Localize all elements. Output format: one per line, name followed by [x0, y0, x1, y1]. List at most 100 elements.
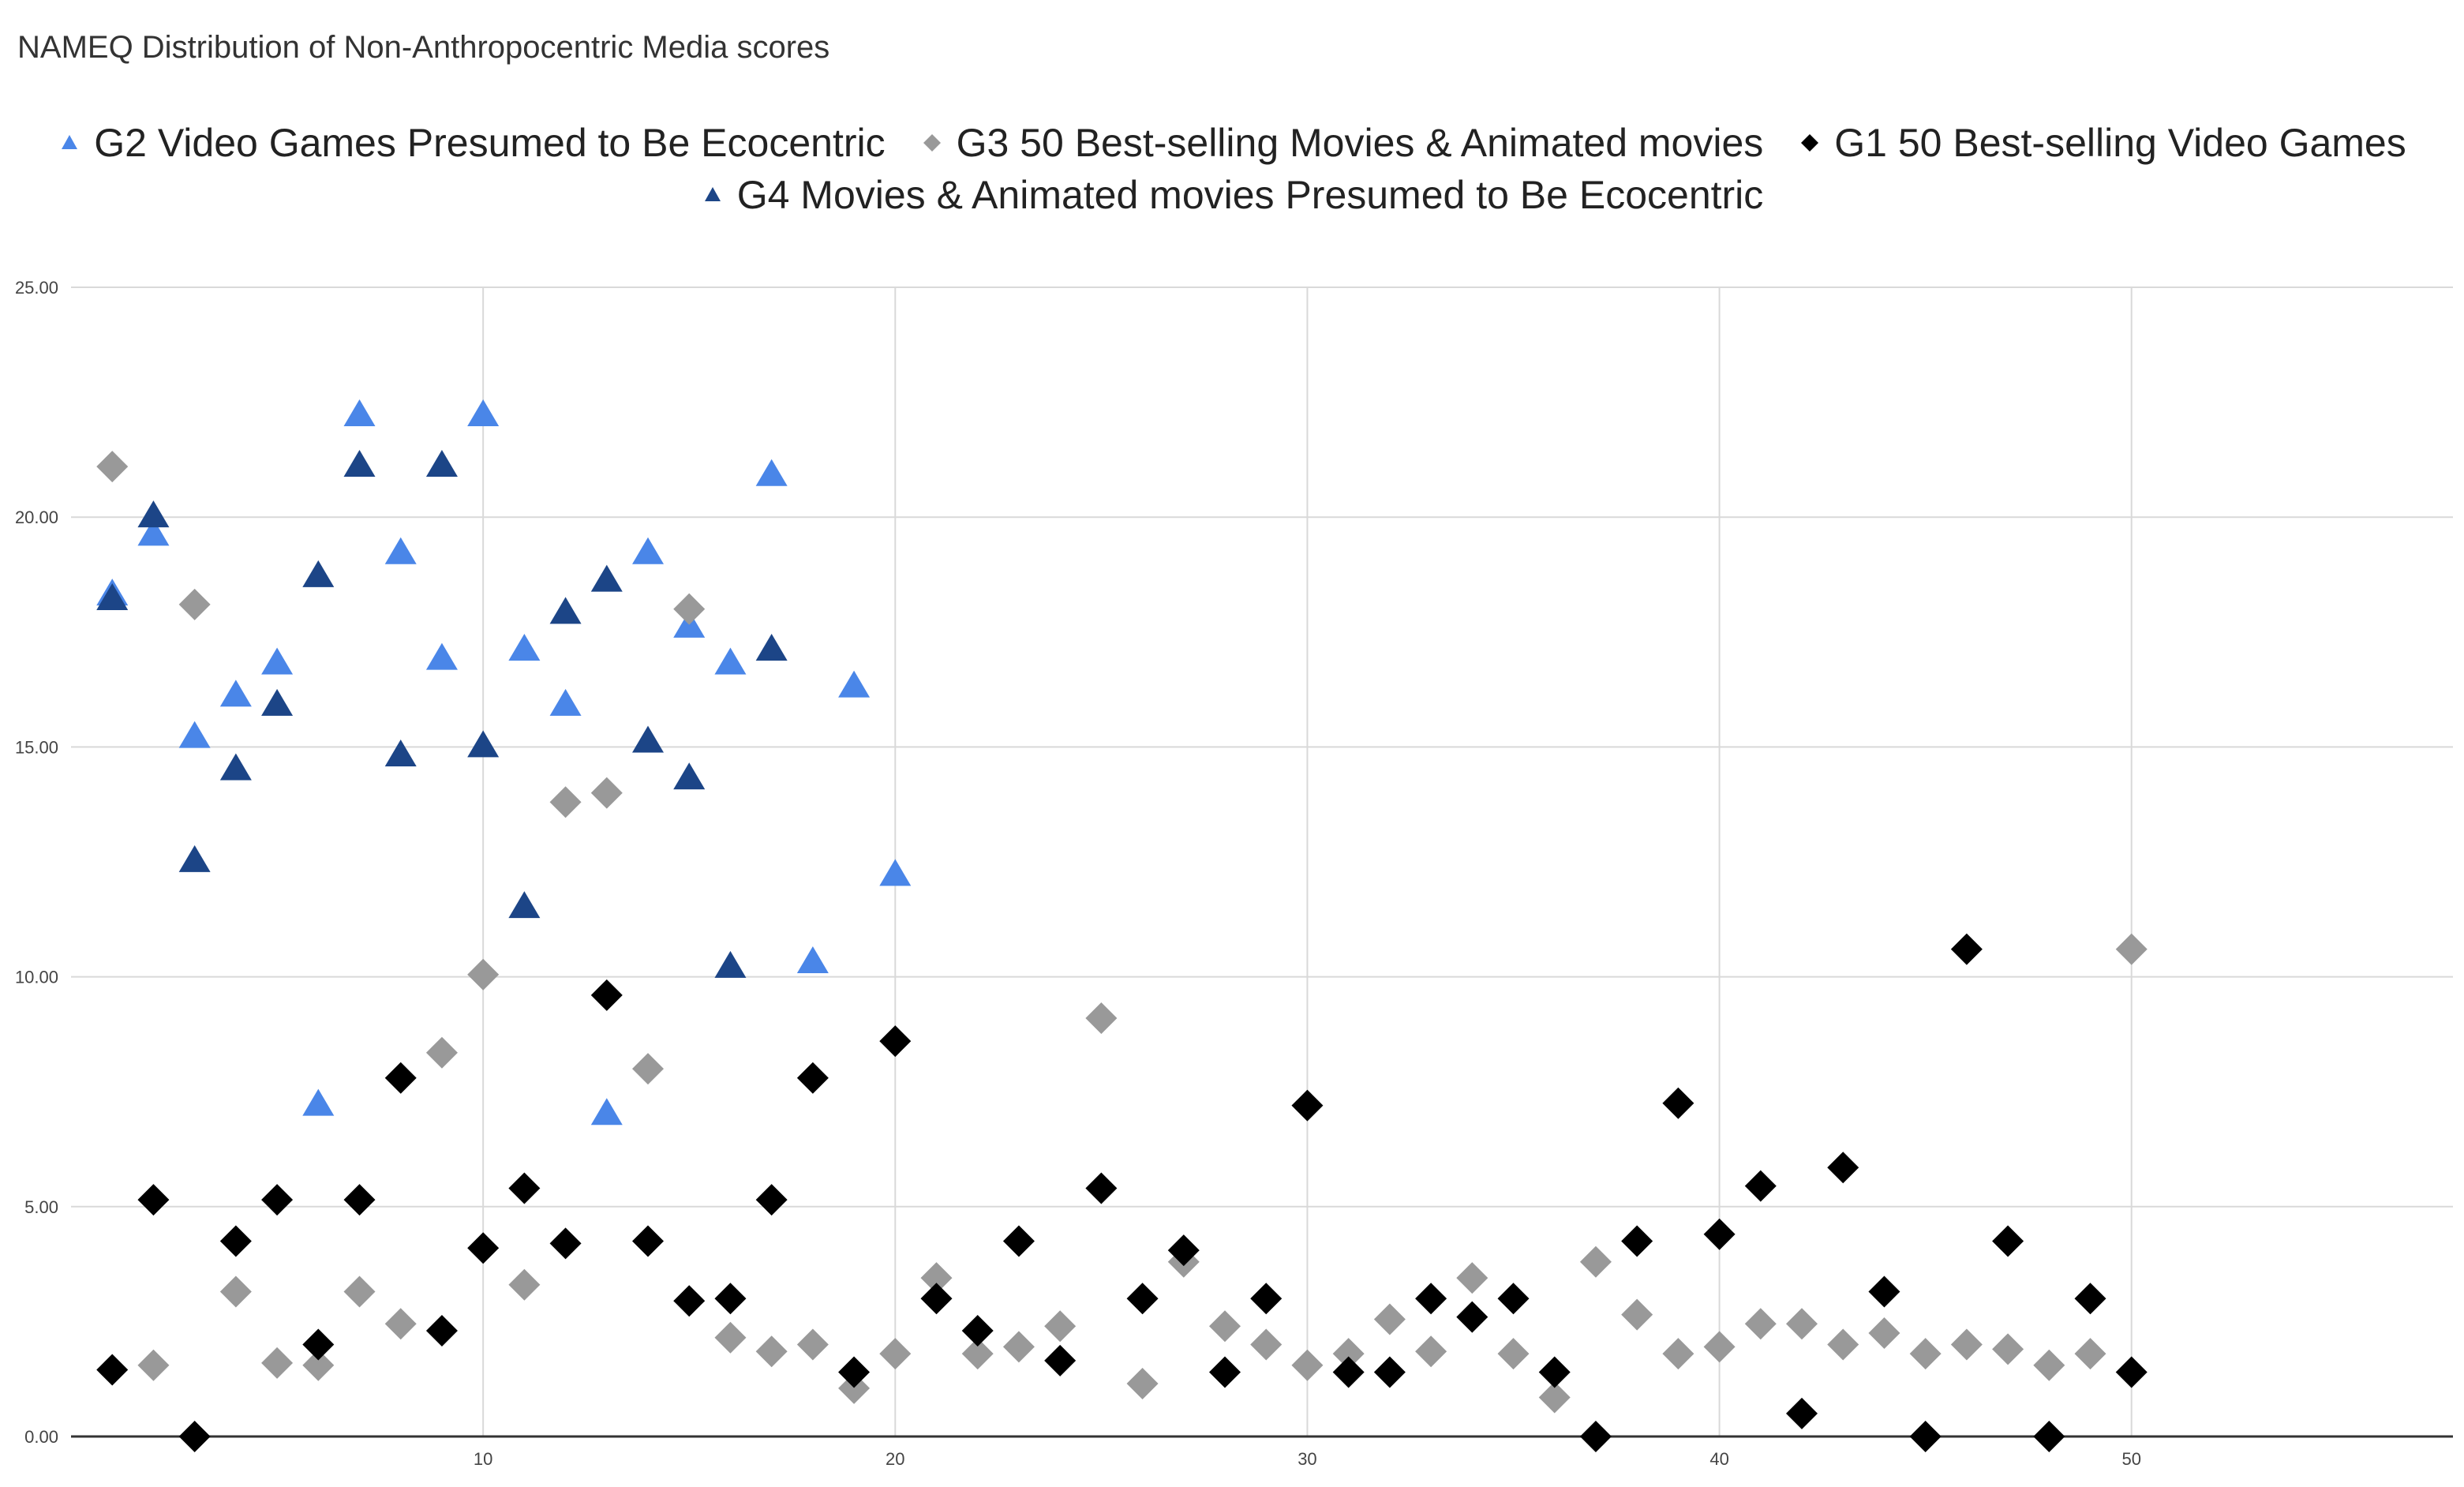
diamond-marker-icon: [920, 131, 944, 155]
data-point-diamond: [2033, 1421, 2065, 1452]
data-point-triangle: [879, 859, 912, 886]
data-point-diamond: [1703, 1218, 1736, 1250]
data-point-triangle: [467, 399, 500, 426]
legend-row-1: G2 Video Games Presumed to Be Ecocentric…: [0, 117, 2464, 169]
data-point-diamond: [796, 1328, 829, 1361]
series-4: [96, 450, 788, 978]
data-point-triangle: [549, 688, 582, 716]
data-point-diamond: [219, 1275, 252, 1308]
data-point-diamond: [838, 1372, 871, 1404]
data-point-diamond: [1085, 1002, 1118, 1035]
data-point-diamond: [1044, 1344, 1077, 1377]
data-point-diamond: [2033, 1349, 2065, 1381]
data-point-diamond: [2074, 1283, 2106, 1315]
data-point-diamond: [1126, 1368, 1159, 1400]
data-point-triangle: [219, 680, 252, 707]
data-point-triangle: [137, 519, 170, 546]
data-point-diamond: [2074, 1338, 2106, 1370]
series-3: [96, 933, 2148, 1452]
data-point-diamond: [1373, 1356, 1406, 1388]
y-tick-label: 10.00: [15, 968, 58, 987]
legend-item-g1[interactable]: G1 50 Best-selling Video Games: [1798, 120, 2406, 166]
chart-title: NAMEQ Distribution of Non-Anthropocentri…: [17, 30, 830, 65]
data-point-diamond: [384, 1308, 417, 1340]
data-point-diamond: [673, 1285, 706, 1317]
data-point-diamond: [1167, 1234, 1200, 1267]
data-point-diamond: [1992, 1225, 2024, 1257]
data-point-diamond: [1538, 1356, 1571, 1388]
data-point-diamond: [1415, 1335, 1447, 1368]
data-point-diamond: [343, 1184, 376, 1216]
data-point-diamond: [425, 1036, 458, 1069]
data-point-triangle: [384, 537, 417, 564]
data-point-triangle: [673, 762, 706, 790]
data-point-triangle: [467, 730, 500, 758]
data-point-diamond: [590, 979, 623, 1011]
data-point-diamond: [1621, 1225, 1653, 1257]
data-point-diamond: [508, 1268, 541, 1301]
data-point-diamond: [1209, 1356, 1241, 1388]
data-point-diamond: [590, 777, 623, 809]
data-point-diamond: [1662, 1087, 1694, 1119]
data-point-diamond: [178, 588, 211, 620]
data-point-triangle: [384, 739, 417, 766]
data-point-diamond: [302, 1349, 335, 1381]
data-point-triangle: [96, 582, 129, 610]
data-point-diamond: [1950, 1328, 1983, 1361]
legend-label-g4: G4 Movies & Animated movies Presumed to …: [736, 173, 1764, 217]
data-point-diamond: [1786, 1308, 1818, 1340]
data-point-diamond: [755, 1184, 788, 1216]
data-point-diamond: [1579, 1245, 1612, 1278]
data-point-triangle: [302, 1088, 335, 1116]
data-point-triangle: [302, 560, 335, 587]
data-point-diamond: [1621, 1298, 1653, 1331]
legend-item-g2[interactable]: G2 Video Games Presumed to Be Ecocentric: [58, 120, 886, 166]
data-point-diamond: [1209, 1310, 1241, 1343]
legend-label-g2: G2 Video Games Presumed to Be Ecocentric: [94, 121, 886, 165]
data-point-diamond: [1909, 1421, 1942, 1452]
data-point-diamond: [1002, 1331, 1035, 1363]
data-point-diamond: [2115, 933, 2148, 965]
data-marks: [96, 399, 2148, 1452]
data-point-triangle: [137, 500, 170, 528]
data-point-triangle: [632, 537, 665, 564]
triangle-marker-icon: [701, 183, 725, 207]
data-point-triangle: [178, 845, 211, 872]
y-tick-label: 5.00: [24, 1197, 58, 1217]
data-point-diamond: [1703, 1331, 1736, 1363]
legend-item-g3[interactable]: G3 50 Best-selling Movies & Animated mov…: [920, 120, 1764, 166]
data-point-diamond: [1002, 1225, 1035, 1257]
data-point-diamond: [1250, 1283, 1283, 1315]
data-point-diamond: [796, 1062, 829, 1094]
data-point-diamond: [1868, 1275, 1900, 1308]
x-tick-label: 50: [2121, 1449, 2140, 1469]
data-point-diamond: [467, 1232, 500, 1264]
data-point-diamond: [219, 1225, 252, 1257]
legend-label-g3: G3 50 Best-selling Movies & Animated mov…: [956, 121, 1764, 165]
data-point-diamond: [549, 786, 582, 818]
legend-item-g4[interactable]: G4 Movies & Animated movies Presumed to …: [701, 172, 1764, 218]
data-point-diamond: [1291, 1349, 1324, 1381]
data-point-triangle: [590, 1098, 623, 1126]
data-point-triangle: [425, 642, 458, 670]
triangle-marker-icon: [58, 131, 81, 155]
data-point-triangle: [590, 564, 623, 592]
data-point-triangle: [714, 950, 747, 978]
data-point-diamond: [632, 1053, 665, 1085]
data-point-diamond: [137, 1184, 170, 1216]
data-point-triangle: [508, 891, 541, 919]
data-point-diamond: [1868, 1317, 1900, 1349]
data-point-diamond: [755, 1335, 788, 1368]
data-point-diamond: [1373, 1303, 1406, 1335]
legend-label-g1: G1 50 Best-selling Video Games: [1834, 121, 2406, 165]
x-tick-label: 40: [1709, 1449, 1728, 1469]
data-point-diamond: [838, 1356, 871, 1388]
data-point-diamond: [1579, 1421, 1612, 1452]
data-point-diamond: [714, 1321, 747, 1354]
data-point-triangle: [261, 688, 294, 716]
data-point-diamond: [1827, 1328, 1859, 1361]
data-point-diamond: [137, 1349, 170, 1381]
x-tick-label: 20: [886, 1449, 904, 1469]
data-point-diamond: [879, 1338, 912, 1370]
